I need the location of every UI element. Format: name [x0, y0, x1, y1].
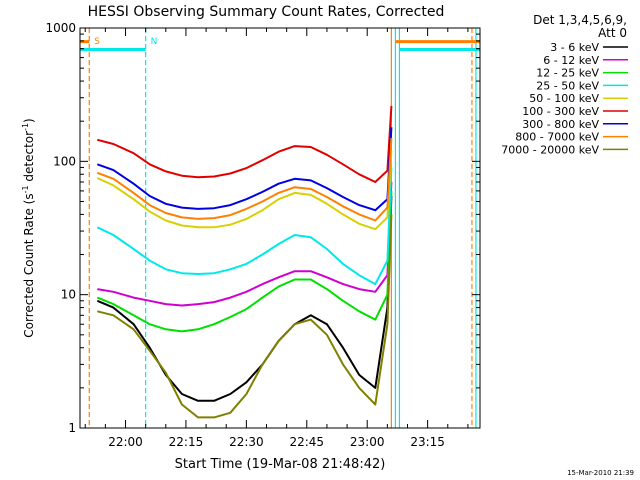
x-tick-label: 22:15: [169, 435, 204, 449]
y-axis: 1 10 100 1000: [45, 21, 480, 435]
series-line-7000-20000-kev: [97, 214, 393, 419]
y-axis-label: Corrected Count Rate (s-1 detector-1): [21, 118, 36, 337]
y-tick-label: 1000: [45, 21, 76, 35]
series-line-100-300-kev: [97, 105, 393, 183]
plot-frame: [79, 27, 481, 429]
series-line-300-800-kev: [96, 127, 393, 212]
series-line-800-7000-kev: [96, 137, 393, 222]
x-axis-label: Start Time (19-Mar-08 21:48:42): [175, 457, 386, 472]
legend-label: 3 - 6 keV: [550, 41, 599, 54]
legend-header-line-1: Det 1,3,4,5,6,9,: [533, 13, 627, 27]
legend-label: 50 - 100 keV: [529, 92, 599, 105]
series-line-50-100-kev: [96, 150, 393, 231]
series-line-12-25-kev: [96, 190, 393, 333]
y-tick-label: 1: [68, 421, 76, 435]
legend-label: 100 - 300 keV: [522, 105, 599, 118]
series-line-3-6-kev: [96, 195, 393, 402]
x-tick-label: 22:30: [229, 435, 264, 449]
legend-label: 6 - 12 keV: [543, 54, 599, 67]
legend-label: 800 - 7000 keV: [515, 131, 599, 144]
y-tick-label: 10: [61, 288, 76, 302]
y-axis-label-sup2: -1: [21, 123, 30, 131]
legend-label: 300 - 800 keV: [522, 118, 599, 131]
chart-title: HESSI Observing Summary Count Rates, Cor…: [88, 4, 445, 20]
legend-label: 12 - 25 keV: [536, 67, 599, 80]
y-axis-label-mid: detector: [22, 131, 36, 186]
x-tick-label: 23:00: [350, 435, 385, 449]
series-line-6-12-kev: [97, 181, 393, 307]
series-line-25-50-kev: [96, 167, 393, 286]
x-tick-label: 22:45: [289, 435, 324, 449]
annotation-s: S: [94, 37, 100, 47]
footer-timestamp: 15-Mar-2010 21:39: [567, 469, 634, 477]
x-tick-label: 22:00: [108, 435, 143, 449]
annotation-n: N: [151, 37, 158, 47]
legend-label: 7000 - 20000 keV: [501, 143, 599, 156]
legend-label: 25 - 50 keV: [536, 79, 599, 92]
x-axis: 22:00 22:15 22:30 22:45 23:00 23:15: [84, 28, 469, 449]
y-axis-label-main: Corrected Count Rate (s: [22, 193, 36, 337]
y-axis-label-sup1: -1: [21, 185, 30, 193]
y-tick-label: 100: [53, 154, 76, 168]
legend-header-line-2: Att 0: [598, 26, 627, 40]
y-axis-label-end: ): [22, 118, 36, 123]
x-tick-label: 23:15: [410, 435, 445, 449]
